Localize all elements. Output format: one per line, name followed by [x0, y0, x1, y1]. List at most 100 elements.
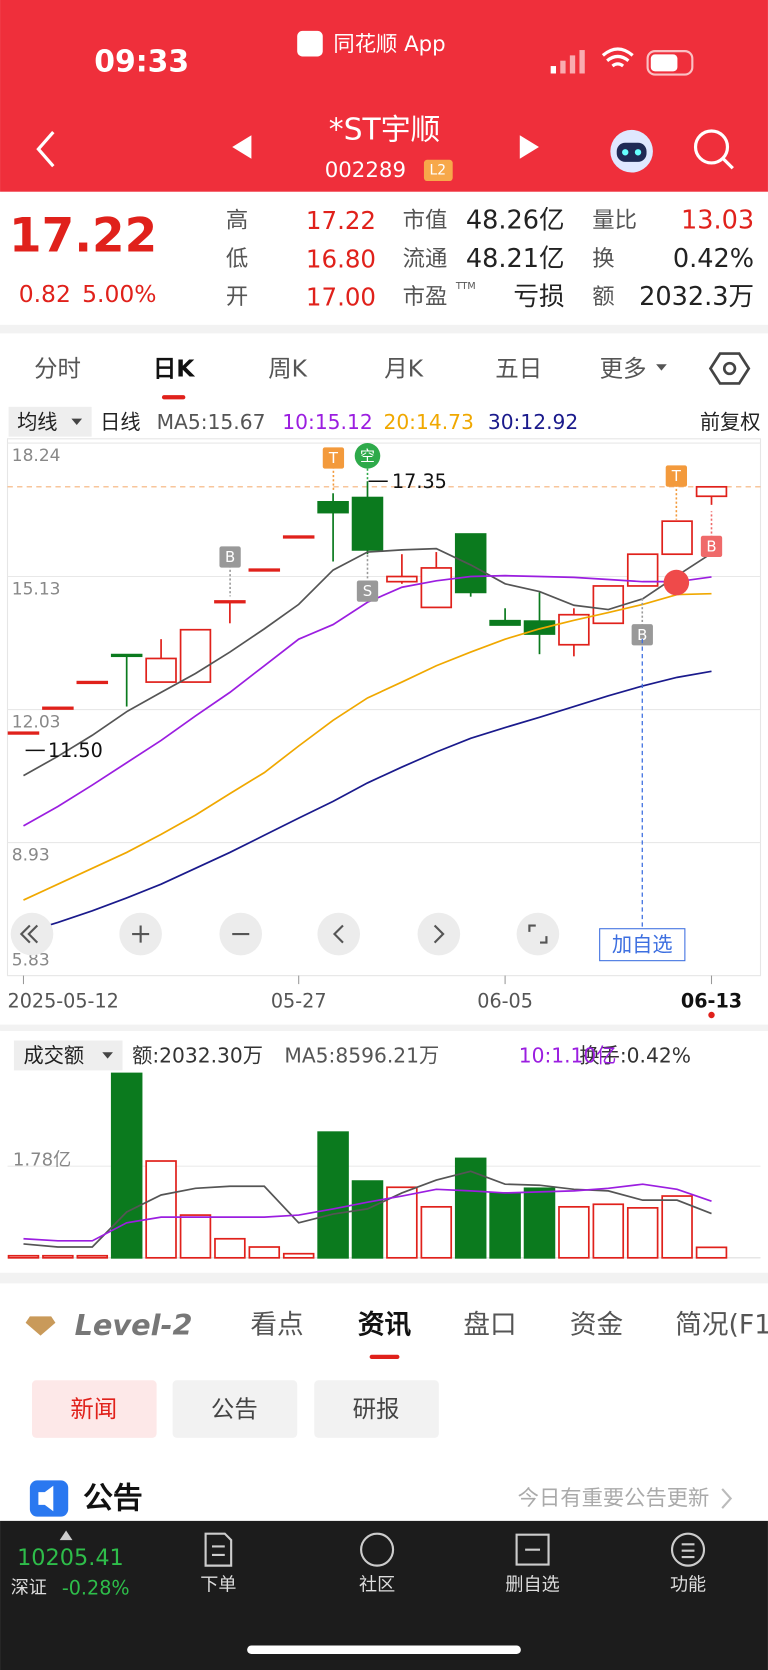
info-tabs: Level-2 看点 资讯 盘口 资金 简况(F10) — [75, 1308, 768, 1360]
tab-underline — [369, 1354, 400, 1360]
candle-body — [661, 520, 693, 556]
stat-value: 2032.3万 — [639, 282, 754, 312]
chevron — [721, 1488, 733, 1509]
info-tab[interactable]: Level-2 — [75, 1308, 193, 1342]
filter[interactable]: 新闻 — [70, 1395, 117, 1423]
stat-label: 低 — [226, 246, 248, 272]
ma-line — [23, 1170, 712, 1248]
volume-bar — [317, 1131, 349, 1259]
robot-icon[interactable] — [610, 129, 653, 173]
period-tab[interactable]: 月K — [384, 355, 423, 383]
volume-bar — [179, 1214, 212, 1259]
info-tab[interactable]: 看点 — [250, 1309, 303, 1340]
ma-line — [23, 592, 712, 901]
y-tick-label: 8.93 — [12, 845, 50, 865]
ma-line — [23, 1183, 712, 1242]
info-tab[interactable]: 盘口 — [463, 1309, 516, 1340]
separator — [0, 324, 768, 334]
signal — [569, 55, 576, 74]
x-tick-label: 06-13 — [681, 990, 742, 1013]
volume-bar — [282, 1252, 315, 1259]
candle-body — [592, 585, 625, 625]
settings-icon[interactable] — [708, 352, 751, 385]
add-watch[interactable]: 加自选 — [612, 933, 673, 957]
ma-selector[interactable]: 均线 — [17, 410, 57, 434]
stat-value: 48.26亿 — [466, 205, 565, 235]
period-tab[interactable]: 五日 — [495, 355, 542, 383]
separator — [0, 1272, 768, 1284]
candle-body — [489, 619, 521, 626]
info-tab[interactable]: 资讯 — [358, 1309, 412, 1340]
announcement-hint[interactable]: 今日有重要公告更新 — [518, 1486, 710, 1511]
legend-item: 20:14.73 — [383, 410, 473, 434]
candle-body — [7, 731, 40, 735]
dropdown-arrow — [656, 364, 667, 371]
volume-bar — [110, 1072, 143, 1259]
nav-label[interactable]: 社区 — [359, 1574, 395, 1595]
y-tick-label: 5.83 — [12, 951, 50, 971]
info-tab[interactable]: 资金 — [570, 1309, 623, 1340]
nav-label[interactable]: 下单 — [200, 1574, 236, 1595]
ma-line — [23, 670, 712, 934]
fullscreen[interactable] — [516, 912, 560, 956]
volume-bar — [214, 1237, 246, 1259]
volume-bar — [523, 1187, 556, 1259]
volume-selector[interactable]: 成交额 — [23, 1043, 84, 1067]
filter-bg[interactable] — [172, 1380, 298, 1438]
turnover: 换手:0.42% — [579, 1043, 690, 1067]
move-left[interactable] — [317, 912, 361, 956]
candle-body — [558, 613, 590, 646]
volume-bar — [351, 1180, 384, 1259]
robot-eye — [622, 149, 629, 156]
search-lens — [693, 129, 730, 165]
filter[interactable]: 公告 — [211, 1395, 258, 1423]
clock: 09:33 — [94, 44, 189, 79]
candle-body — [317, 500, 349, 514]
add-watch-bg[interactable] — [599, 928, 686, 962]
filter[interactable]: 研报 — [353, 1395, 400, 1423]
signal-bg — [700, 535, 723, 558]
stat-sup: TTM — [455, 281, 476, 292]
signal: T — [328, 449, 339, 467]
move-right[interactable] — [417, 912, 461, 956]
back-button[interactable] — [36, 131, 55, 168]
signal: S — [363, 582, 372, 600]
volume-bar — [626, 1207, 659, 1259]
filter-bg[interactable] — [32, 1380, 157, 1438]
icon — [433, 924, 445, 944]
info-tab[interactable]: 简况(F10) — [675, 1309, 768, 1340]
period-tab[interactable]: 周K — [268, 355, 307, 383]
selector-bg[interactable] — [13, 1040, 123, 1071]
x-tick-label: 06-05 — [477, 990, 533, 1013]
nav-label[interactable]: 删自选 — [505, 1574, 559, 1595]
stat-value: 16.80 — [306, 244, 376, 273]
nav-icon — [360, 1532, 395, 1567]
stat-value: 0.42% — [673, 244, 754, 274]
change: 0.82 — [19, 280, 71, 308]
badge: L2 — [430, 162, 447, 178]
nav-label[interactable]: 功能 — [670, 1574, 706, 1595]
search-button[interactable] — [693, 129, 734, 170]
stat-value: 亏损 — [513, 282, 564, 312]
index-value: 10205.41 — [17, 1545, 124, 1571]
period-tab[interactable]: 日K — [153, 355, 195, 383]
search-handle — [722, 157, 734, 170]
signal-bg — [356, 580, 379, 602]
legend-item: 30:12.92 — [488, 410, 578, 434]
icon — [19, 924, 39, 944]
zoom-out-all[interactable] — [10, 912, 54, 956]
volume-bar — [248, 1246, 281, 1259]
expand-arrow[interactable] — [59, 1530, 73, 1541]
volume-bar — [558, 1205, 590, 1259]
period-tab[interactable]: 更多 — [600, 355, 647, 383]
prev-stock[interactable] — [232, 135, 252, 159]
stat-value: 17.00 — [306, 283, 376, 312]
battery-level — [650, 54, 678, 72]
next-stock[interactable] — [519, 135, 539, 159]
period-tab[interactable]: 分时 — [34, 355, 81, 383]
stat-value: 48.21亿 — [466, 244, 565, 274]
candle-body — [248, 568, 281, 572]
adjust-mode[interactable]: 前复权 — [700, 410, 761, 434]
filter-bg[interactable] — [314, 1380, 439, 1438]
